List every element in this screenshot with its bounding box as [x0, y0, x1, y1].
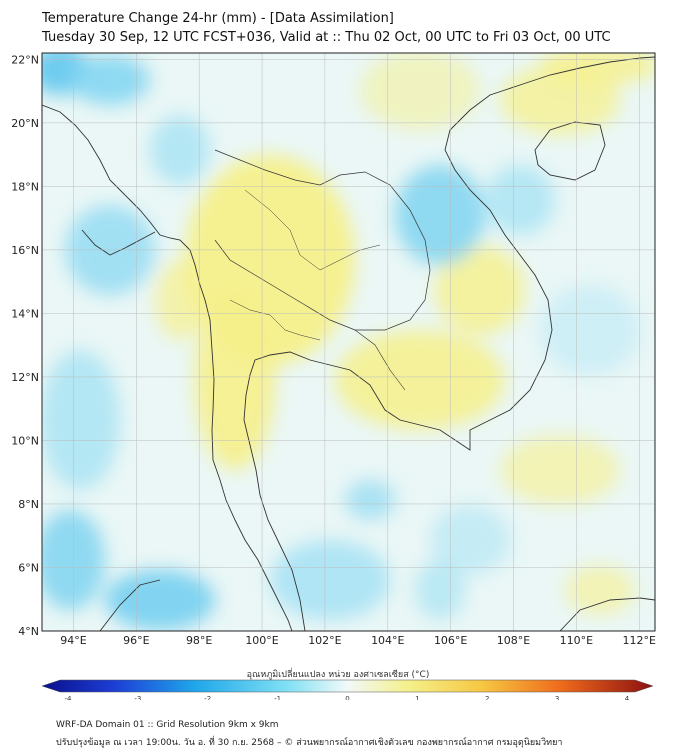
- lon-tick-label: 102°E: [308, 634, 341, 647]
- map-subtitle: Tuesday 30 Sep, 12 UTC FCST+036, Valid a…: [42, 30, 611, 45]
- lat-tick-label: 20°N: [11, 117, 39, 130]
- colorbar-tick-label: 4: [625, 695, 630, 700]
- lat-ticks: 22°N 20°N 18°N 16°N 14°N 12°N 10°N 8°N 6°N 4°N: [11, 53, 39, 638]
- footer-line-1: WRF-DA Domain 01 :: Grid Resolution 9km …: [56, 720, 279, 730]
- coastlines: [42, 56, 655, 631]
- lon-tick-label: 98°E: [186, 634, 212, 647]
- lat-tick-label: 6°N: [18, 561, 39, 574]
- lon-tick-label: 112°E: [623, 634, 656, 647]
- map-figure: 94°E 96°E 98°E 100°E 102°E 104°E 106°E 108°E 110…: [11, 52, 656, 700]
- colorbar-tick-label: 0: [345, 695, 349, 700]
- colorbar-bar: [41, 679, 654, 693]
- colorbar-tick-label: -1: [274, 695, 281, 700]
- colorbar: -4 -3 -2 -1 0 1 2 3 4: [41, 679, 654, 700]
- colorbar-tick-label: 1: [415, 695, 419, 700]
- map-frame: [41, 52, 656, 632]
- map-title: Temperature Change 24-hr (mm) - [Data As…: [42, 11, 394, 26]
- lat-tick-label: 4°N: [18, 625, 39, 638]
- lon-tick-label: 108°E: [497, 634, 530, 647]
- lon-tick-label: 94°E: [60, 634, 86, 647]
- lon-tick-label: 100°E: [245, 634, 278, 647]
- lon-tick-label: 106°E: [434, 634, 467, 647]
- lat-tick-label: 22°N: [11, 53, 39, 66]
- colorbar-tick-label: -4: [65, 695, 73, 700]
- lon-ticks: 94°E 96°E 98°E 100°E 102°E 104°E 106°E 108°E 110…: [60, 634, 656, 647]
- lat-tick-label: 8°N: [18, 498, 39, 511]
- lat-tick-label: 10°N: [11, 434, 39, 447]
- colorbar-tick-label: -2: [204, 695, 211, 700]
- colorbar-title: อุณหภูมิเปลี่ยนแปลง หน่วย องศาเซลเซียส (…: [246, 670, 430, 680]
- colorbar-tick-label: -3: [134, 695, 141, 700]
- lat-tick-label: 12°N: [11, 371, 39, 384]
- lon-tick-label: 110°E: [560, 634, 593, 647]
- lat-tick-label: 16°N: [11, 244, 39, 257]
- colorbar-ticks: -4 -3 -2 -1 0 1 2 3 4: [65, 695, 630, 700]
- temperature-field: [42, 53, 655, 631]
- lon-tick-label: 104°E: [371, 634, 404, 647]
- footer-line-2: ปรับปรุงข้อมูล ณ เวลา 19:00น. วัน อ. ที่…: [56, 738, 563, 748]
- colorbar-tick-label: 3: [555, 695, 559, 700]
- lat-tick-label: 18°N: [11, 180, 39, 193]
- lon-tick-label: 96°E: [123, 634, 149, 647]
- lat-tick-label: 14°N: [11, 307, 39, 320]
- colorbar-tick-label: 2: [485, 695, 489, 700]
